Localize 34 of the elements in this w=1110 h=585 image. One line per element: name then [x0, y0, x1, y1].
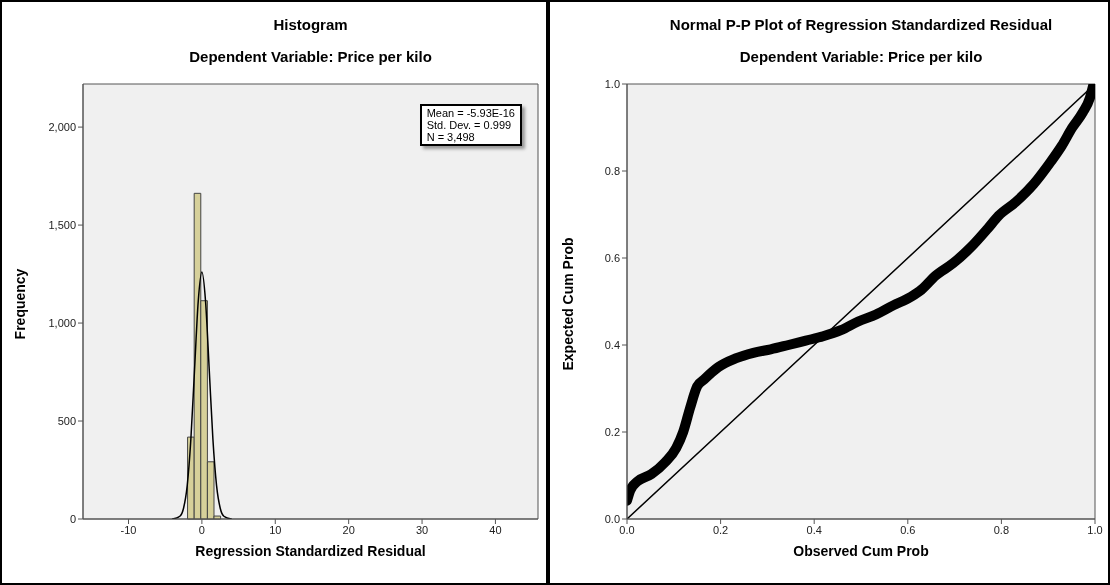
y-tick-label: 0.8 — [604, 164, 620, 177]
y-tick-label: 0 — [69, 512, 76, 525]
x-tick-label: 30 — [415, 523, 429, 536]
chart-title: Histogram — [272, 16, 349, 33]
x-tick-label: 0.4 — [806, 523, 822, 536]
x-axis-title: Observed Cum Prob — [792, 543, 930, 559]
x-tick-label: 10 — [269, 523, 282, 536]
y-tick-label: 1.0 — [604, 77, 620, 90]
chart-title: Normal P-P Plot of Regression Standardized Residual — [668, 16, 1054, 33]
chart-subtitle: Dependent Variable: Price per kilo — [188, 48, 433, 65]
y-tick-label: 500 — [57, 414, 76, 427]
y-axis-title: Expected Cum Prob — [560, 236, 576, 371]
y-tick-label: 2,000 — [48, 121, 76, 134]
x-tick-label: 0.2 — [712, 523, 729, 536]
y-tick-label: 0.6 — [604, 251, 620, 264]
x-tick-label: 0.6 — [900, 523, 916, 536]
y-tick-label: 0.2 — [604, 425, 620, 438]
x-tick-label: 0.0 — [619, 523, 635, 536]
x-tick-label: 0.8 — [993, 523, 1010, 536]
y-tick-label: 1,500 — [48, 218, 76, 231]
x-axis-title: Regression Standardized Residual — [194, 543, 427, 559]
chart-subtitle: Dependent Variable: Price per kilo — [738, 48, 984, 65]
x-tick-label: 20 — [342, 523, 355, 536]
y-axis-title: Frequency — [12, 268, 28, 339]
x-tick-label: 1.0 — [1087, 523, 1103, 536]
x-tick-label: -10 — [120, 523, 137, 536]
y-tick-label: 1,000 — [48, 316, 76, 329]
annotation: Std. Dev. = 0.999 — [426, 119, 513, 131]
annotation: N = 3,498 — [426, 131, 476, 143]
y-tick-label: 0.0 — [604, 512, 620, 525]
y-tick-label: 0.4 — [604, 338, 620, 351]
x-tick-label: 0 — [198, 523, 205, 536]
x-tick-label: 40 — [489, 523, 502, 536]
annotation: Mean = -5.93E-16 — [426, 107, 515, 119]
